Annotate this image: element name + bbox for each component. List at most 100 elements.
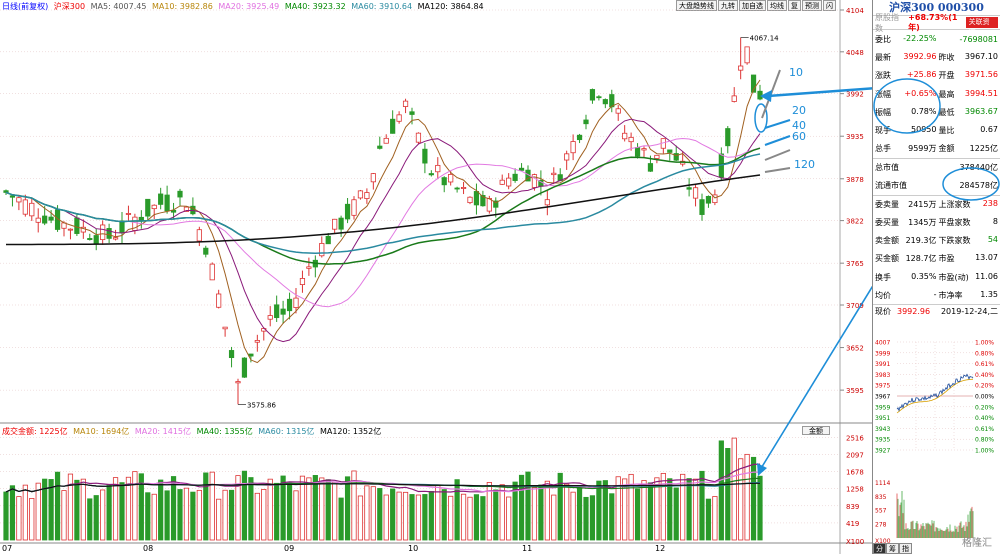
quote-label: 开盘: [938, 71, 955, 81]
volume-bar: [319, 477, 325, 541]
current-price-row: 现价 3992.96 2019-12-24,二: [873, 304, 1000, 318]
candle-body: [357, 190, 364, 199]
candle-body: [409, 111, 415, 115]
toolbar-nine-button[interactable]: 九转: [718, 0, 738, 11]
candle-body: [583, 119, 589, 125]
candle-body: [654, 154, 660, 159]
volume-bar: [396, 491, 402, 541]
quote-value: 13.07: [975, 253, 998, 263]
price-tick-label: 3935: [846, 133, 864, 141]
ref-label: 原股指数: [875, 12, 899, 33]
volume-tick-label: X100: [846, 538, 864, 546]
tab-chips[interactable]: 筹: [886, 543, 899, 554]
quote-value: 11.06: [975, 271, 998, 281]
candle-body: [351, 199, 357, 216]
volume-bar: [460, 493, 467, 541]
candle-body: [738, 65, 744, 71]
intraday-chart[interactable]: 4007 1.00% 3999 0.80% 3991 0.61% 3983 0.40% 3975…: [873, 338, 1000, 544]
panel-subheader: 原股指数 +68.73%(1年) 关联资源: [873, 13, 1000, 37]
candle-body: [499, 179, 505, 185]
price-tick-label: 3652: [846, 345, 864, 353]
candlestick-chart[interactable]: 4104 4048 3992 3935 3878 3822 3765 3709 3652 3595…: [0, 0, 872, 554]
toolbar-trend-button[interactable]: 大盘趋势线: [676, 0, 717, 11]
period-label: 日线(前复权): [2, 2, 49, 11]
candle-body: [692, 187, 699, 199]
date-label: 07: [2, 544, 13, 553]
ma20-line: [5, 137, 761, 308]
ma-period-label: 60: [792, 130, 806, 143]
date-label: 09: [284, 544, 295, 553]
quote-label: 总手: [875, 144, 891, 154]
mini-left-tick: 3967: [875, 394, 890, 401]
volume-bar: [390, 488, 396, 541]
candle-body: [415, 132, 422, 143]
candle-body: [705, 195, 712, 204]
volume-bar: [493, 489, 499, 541]
volume-ma120-line: [5, 482, 760, 493]
tab-minute[interactable]: 分: [873, 543, 886, 554]
toolbar-adjust-button[interactable]: 复: [788, 0, 801, 11]
volume-bar: [750, 456, 757, 541]
mini-right-tick: 0.40%: [975, 372, 994, 379]
volume-bar: [209, 471, 215, 541]
volume-bar: [145, 492, 151, 541]
candle-body: [473, 191, 480, 206]
mini-right-tick: 0.61%: [975, 426, 994, 433]
volume-bar: [570, 491, 576, 541]
kline-chart-area[interactable]: 日线(前复权) 沪深300 MA5: 4007.45 MA10: 3982.86…: [0, 0, 872, 554]
volume-ma120: MA120: 1352亿: [319, 427, 382, 436]
trend-arrow-grey: [764, 167, 791, 173]
quote-row: 买金额 128.7亿 市盈 13.07: [873, 250, 1000, 268]
volume-bar: [190, 491, 196, 541]
price-tick-label: 3822: [846, 218, 864, 226]
quote-row: 均价 - 市净率 1.35: [873, 286, 1000, 304]
mini-left-tick: 3999: [875, 350, 890, 357]
related-resources-button[interactable]: 关联资源: [965, 17, 998, 37]
volume-ma60: MA60: 1315亿: [258, 427, 315, 436]
mini-volume-tick: 1114: [875, 480, 890, 487]
mini-avg-line: [896, 378, 974, 414]
quote-row: 委比 -22.25% -7698081: [873, 30, 1000, 48]
candle-body: [454, 187, 460, 190]
candle-body: [744, 46, 750, 64]
quote-label: 换手: [875, 272, 891, 282]
volume-bar: [325, 479, 331, 541]
quote-label: 流通市值: [875, 181, 907, 191]
candle-body: [22, 199, 28, 215]
volume-bar: [216, 498, 222, 541]
price-tick-label: 4104: [846, 7, 864, 15]
tab-index[interactable]: 指: [899, 543, 912, 554]
volume-ma10: MA10: 1694亿: [73, 427, 130, 436]
toolbar-add-favorite-button[interactable]: 加自选: [739, 0, 766, 11]
candle-body: [299, 278, 306, 285]
candle-body: [699, 199, 705, 215]
toolbar-ma-button[interactable]: 均线: [767, 0, 787, 11]
candle-body: [48, 216, 54, 221]
quote-value: 3971.56: [964, 70, 998, 80]
volume-indicator-select[interactable]: 金额: [802, 426, 830, 435]
mini-left-tick: 3991: [875, 361, 890, 368]
volume-bar: [718, 440, 724, 541]
candle-body: [596, 96, 602, 99]
toolbar-forecast-button[interactable]: 预测: [802, 0, 822, 11]
date-label: 08: [143, 544, 154, 553]
candle-body: [151, 204, 157, 210]
volume-bar: [512, 481, 518, 541]
volume-bar: [248, 477, 254, 541]
volume-bar: [351, 470, 357, 541]
candle-body: [750, 74, 757, 93]
volume-bar: [177, 489, 183, 541]
candle-body: [3, 190, 9, 193]
volume-bar: [35, 482, 41, 541]
volume-tick-label: 419: [846, 520, 859, 528]
volume-bar: [705, 498, 712, 541]
volume-bar: [261, 488, 267, 541]
quote-label: 昨收: [938, 52, 955, 62]
candle-body: [100, 224, 106, 241]
date-label: 12: [655, 544, 666, 553]
quote-value: 378440亿: [959, 163, 998, 173]
candle-body: [647, 163, 654, 172]
toolbar-flash-button[interactable]: 闪: [823, 0, 836, 11]
candle-body: [486, 198, 492, 212]
volume-bar: [306, 477, 312, 541]
